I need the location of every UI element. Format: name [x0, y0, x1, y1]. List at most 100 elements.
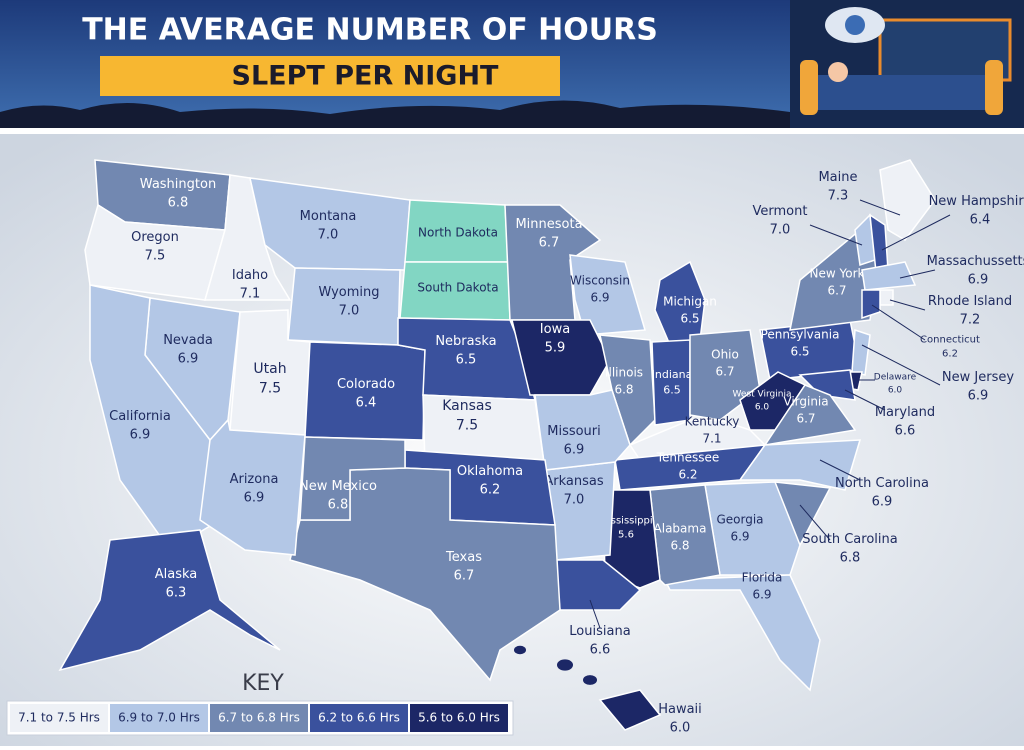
state-value: 6.9	[730, 530, 749, 544]
state-name: Louisiana	[569, 624, 630, 639]
state-name: Massachussetts	[927, 254, 1024, 269]
state-value: 6.2	[480, 482, 501, 497]
state-name: Montana	[300, 209, 357, 224]
state-name: Oregon	[131, 230, 179, 245]
state-shape	[879, 159, 936, 241]
state-name: Indiana	[652, 368, 693, 381]
state-value: 6.9	[590, 291, 609, 305]
state-name: Alabama	[654, 522, 707, 536]
state-name: Delaware	[874, 373, 917, 383]
state-value: 7.0	[339, 303, 360, 318]
state-value: 6.7	[796, 412, 815, 426]
state-value: 6.2	[678, 468, 697, 482]
leader-line	[859, 199, 901, 216]
island-shape	[583, 675, 597, 685]
state-name: Iowa	[540, 322, 570, 337]
state-value: 6.4	[970, 212, 991, 227]
state-name: Connecticut	[920, 335, 980, 346]
state-value: 6.5	[680, 312, 699, 326]
state-value: 5.6	[618, 530, 634, 541]
key-label: 7.1 to 7.5 Hrs	[18, 711, 100, 725]
key-label: 5.6 to 6.0 Hrs	[418, 711, 500, 725]
state-name: Ohio	[711, 348, 739, 362]
state-value: 7.5	[456, 418, 478, 434]
state-value: 7.1	[702, 432, 721, 446]
state-name: Vermont	[753, 204, 808, 219]
state-value: 6.5	[790, 345, 809, 359]
state-name: Texas	[445, 550, 482, 565]
state-value: 7.2	[960, 312, 981, 327]
state-name: Colorado	[337, 377, 395, 392]
state-name: South Carolina	[802, 532, 897, 547]
state-shape	[598, 689, 662, 731]
state-value: 6.9	[178, 351, 199, 366]
state-name: Wyoming	[318, 285, 379, 300]
state-value: 6.9	[968, 272, 989, 287]
state-value: 6.0	[888, 385, 903, 395]
state-name: Oklahoma	[457, 464, 523, 479]
state-name: Mississippi	[599, 516, 652, 527]
state-value: 6.9	[244, 490, 265, 505]
state-name: North Carolina	[835, 476, 929, 491]
state-name: Alaska	[155, 567, 198, 582]
state-value: 6.0	[670, 720, 691, 735]
leader-line	[899, 269, 936, 279]
state-value: 6.9	[130, 427, 151, 442]
state-name: New York	[810, 267, 865, 281]
leader-line	[871, 304, 926, 341]
state-name: Kentucky	[685, 415, 740, 429]
state-shape	[663, 574, 821, 692]
state-value: 7.5	[259, 381, 281, 397]
state-value: 7.0	[318, 227, 339, 242]
state-value: 6.9	[872, 494, 893, 509]
state-name: Washington	[140, 177, 216, 192]
leader-line	[589, 599, 601, 629]
state-value: 6.3	[166, 585, 187, 600]
state-shape	[569, 254, 646, 336]
state-name: California	[109, 409, 171, 424]
state-shape	[599, 334, 656, 447]
state-shape	[199, 418, 306, 556]
state-name: New Mexico	[299, 479, 377, 494]
leader-line	[889, 299, 926, 311]
state-name: Tennessee	[656, 451, 720, 465]
state-value: 7.5	[145, 248, 166, 263]
state-value: 6.9	[564, 442, 585, 457]
state-name: South Dakota	[417, 281, 498, 295]
state-value: 7.1	[240, 286, 261, 301]
state-value: 6.7	[454, 568, 475, 583]
state-value: 7.0	[770, 222, 791, 237]
state-value: 6.9	[752, 588, 771, 602]
state-value: 7.0	[564, 492, 585, 507]
island-shape	[557, 659, 573, 671]
leader-line	[809, 224, 863, 246]
state-value: 6.5	[456, 352, 477, 367]
state-value: 6.4	[356, 395, 377, 410]
state-value: 6.8	[614, 383, 633, 397]
state-name: Pennsylvania	[761, 328, 840, 342]
state-shape	[763, 384, 857, 447]
state-name: Minnesota	[515, 217, 582, 232]
state-value: 5.9	[545, 340, 566, 355]
state-value: 6.2	[942, 349, 958, 360]
state-value: 6.5	[663, 383, 681, 396]
state-name: Arkansas	[544, 474, 603, 489]
key-label: 6.9 to 7.0 Hrs	[118, 711, 200, 725]
leader-line	[819, 459, 861, 481]
state-name: Utah	[253, 361, 286, 377]
key-swatch	[410, 704, 508, 732]
state-value: 7.3	[828, 188, 849, 203]
state-name: New Jersey	[942, 370, 1014, 385]
state-shape	[299, 436, 406, 521]
island-shape	[514, 645, 526, 655]
state-name: New Hampshire	[929, 194, 1024, 209]
state-name: Maryland	[875, 405, 935, 420]
state-name: Idaho	[232, 268, 268, 283]
state-value: 6.8	[328, 497, 349, 512]
state-name: Georgia	[716, 513, 763, 527]
leader-line	[844, 389, 886, 411]
key-label: 6.2 to 6.6 Hrs	[318, 711, 400, 725]
title-line1: THE AVERAGE NUMBER OF HOURS	[82, 13, 658, 48]
key-label: 6.7 to 6.8 Hrs	[218, 711, 300, 725]
